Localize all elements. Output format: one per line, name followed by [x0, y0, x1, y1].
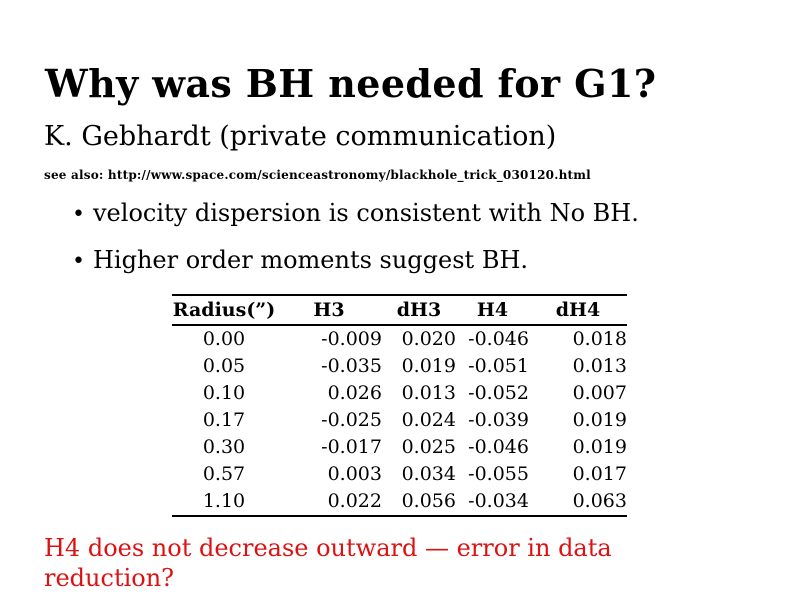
column-header-dh3: dH3: [382, 295, 456, 326]
page-title: Why was BH needed for G1?: [45, 61, 657, 106]
cell-h3: -0.035: [321, 355, 382, 377]
cell-radius: 0.10: [202, 382, 246, 404]
cell-dh3: 0.024: [401, 409, 456, 431]
cell-h4: -0.052: [468, 382, 529, 404]
column-header-h4: H4: [456, 295, 529, 326]
cell-h3: -0.017: [321, 436, 382, 458]
slide-subtitle: K. Gebhardt (private communication): [44, 121, 557, 152]
cell-radius: 1.10: [202, 490, 246, 512]
cell-h4: -0.034: [468, 490, 529, 512]
table-row: 0.05 -0.035 0.019 -0.051 0.013: [172, 353, 627, 380]
cell-radius: 0.00: [202, 328, 246, 350]
cell-h4: -0.046: [468, 436, 529, 458]
column-header-h3: H3: [276, 295, 382, 326]
cell-dh3: 0.019: [401, 355, 456, 377]
cell-dh3: 0.034: [401, 463, 456, 485]
cell-radius: 0.30: [202, 436, 246, 458]
cell-h4: -0.055: [468, 463, 529, 485]
cell-radius: 0.17: [202, 409, 246, 431]
cell-dh3: 0.020: [401, 328, 456, 350]
column-header-radius: Radius(”): [172, 295, 276, 326]
table-row: 0.10 0.026 0.013 -0.052 0.007: [172, 380, 627, 407]
cell-radius: 0.05: [202, 355, 246, 377]
cell-h3: -0.009: [321, 328, 382, 350]
table-row: 0.00 -0.009 0.020 -0.046 0.018: [172, 325, 627, 353]
bullet-text: Higher order moments suggest BH.: [93, 246, 529, 274]
bullet-list: • velocity dispersion is consistent with …: [72, 198, 639, 292]
list-item: • Higher order moments suggest BH.: [72, 245, 639, 277]
see-also-note: see also: http://www.space.com/scienceas…: [44, 168, 591, 182]
moments-table: Radius(”) H3 dH3 H4 dH4 0.00 -0.009 0.02…: [172, 294, 627, 517]
moments-table-header: Radius(”) H3 dH3 H4 dH4: [172, 295, 627, 326]
cell-dh3: 0.056: [401, 490, 456, 512]
bullet-text: velocity dispersion is consistent with N…: [93, 199, 639, 227]
cell-h3: 0.003: [327, 463, 382, 485]
cell-h4: -0.039: [468, 409, 529, 431]
cell-radius: 0.57: [202, 463, 246, 485]
cell-h3: -0.025: [321, 409, 382, 431]
column-header-dh4: dH4: [529, 295, 627, 326]
cell-h4: -0.051: [468, 355, 529, 377]
cell-dh3: 0.013: [401, 382, 456, 404]
cell-h4: -0.046: [468, 328, 529, 350]
table-row: 0.30 -0.017 0.025 -0.046 0.019: [172, 434, 627, 461]
table-row: 0.57 0.003 0.034 -0.055 0.017: [172, 461, 627, 488]
list-item: • velocity dispersion is consistent with …: [72, 198, 639, 230]
table-header-row: Radius(”) H3 dH3 H4 dH4: [172, 295, 627, 326]
cell-h3: 0.022: [327, 490, 382, 512]
cell-dh4: 0.063: [572, 490, 627, 512]
cell-h3: 0.026: [327, 382, 382, 404]
cell-dh3: 0.025: [401, 436, 456, 458]
cell-dh4: 0.018: [572, 328, 627, 350]
table-row: 1.10 0.022 0.056 -0.034 0.063: [172, 488, 627, 516]
warning-note: H4 does not decrease outward — error in …: [44, 534, 612, 592]
cell-dh4: 0.017: [572, 463, 627, 485]
cell-dh4: 0.019: [572, 436, 627, 458]
cell-dh4: 0.007: [572, 382, 627, 404]
cell-dh4: 0.013: [572, 355, 627, 377]
table-row: 0.17 -0.025 0.024 -0.039 0.019: [172, 407, 627, 434]
moments-table-body: 0.00 -0.009 0.020 -0.046 0.018 0.05 -0.0…: [172, 325, 627, 516]
cell-dh4: 0.019: [572, 409, 627, 431]
bullet-icon: •: [72, 202, 85, 227]
bullet-icon: •: [72, 249, 85, 274]
